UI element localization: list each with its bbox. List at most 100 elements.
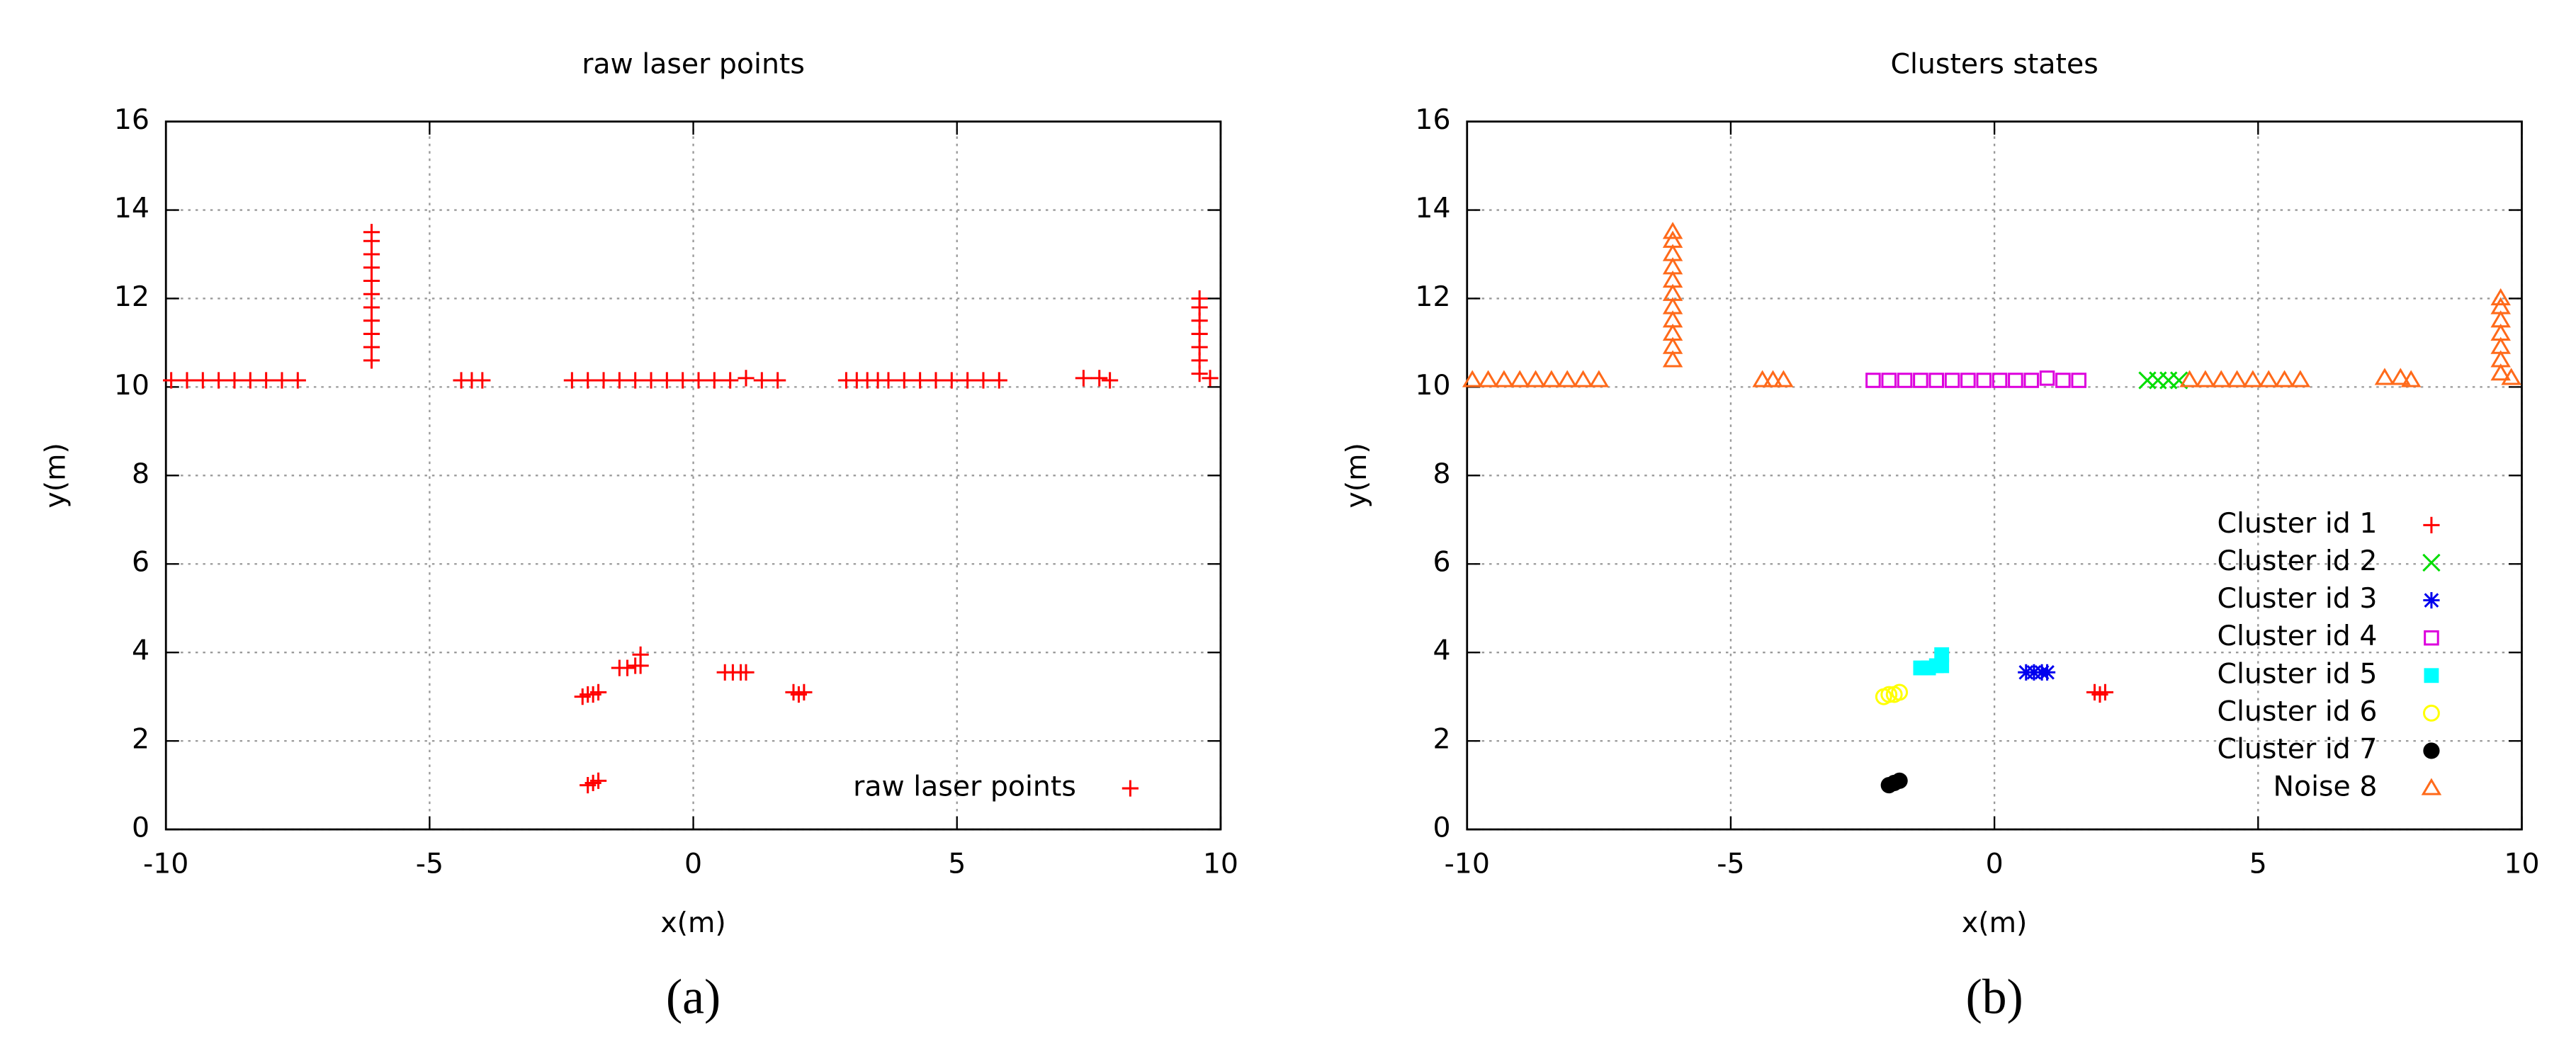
scatter-point	[1662, 350, 1683, 368]
scatter-point	[1509, 370, 1530, 387]
x-tick-label: 0	[1986, 848, 2004, 880]
scatter-point	[690, 372, 707, 389]
y-tick-label: 2	[132, 723, 149, 756]
scatter-point	[2390, 368, 2411, 385]
scatter-point	[2290, 370, 2311, 387]
y-tick-label: 10	[1415, 369, 1450, 402]
legend-label: Cluster id 7	[2217, 732, 2377, 765]
scatter-point	[1075, 370, 1092, 387]
scatter-point	[210, 372, 227, 389]
scatter-point	[1202, 370, 1219, 387]
y-tick-label: 2	[1433, 723, 1450, 756]
scatter-point	[1573, 370, 1593, 387]
scatter-point	[2490, 336, 2511, 354]
legend-marker	[2423, 591, 2440, 609]
scatter-point	[2490, 288, 2511, 306]
scatter-point	[2501, 368, 2521, 385]
legend-label: Cluster id 6	[2217, 695, 2377, 727]
scatter-point	[2490, 310, 2511, 328]
scatter-point	[2374, 368, 2395, 385]
chart-title: Clusters states	[1890, 47, 2098, 80]
scatter-point	[1662, 222, 1683, 239]
scatter-point	[990, 372, 1007, 389]
y-tick-label: 4	[1433, 635, 1450, 667]
scatter-point	[769, 372, 786, 389]
scatter-point	[738, 664, 755, 681]
scatter-point	[1773, 370, 1794, 387]
scatter-point	[2096, 683, 2114, 700]
scatter-point	[2258, 370, 2279, 387]
legend-marker	[2422, 704, 2440, 722]
y-tick-label: 16	[114, 103, 149, 136]
y-tick-label: 4	[132, 635, 149, 667]
scatter-point	[643, 372, 660, 389]
y-tick-label: 12	[114, 280, 149, 313]
scatter-point	[1662, 257, 1683, 275]
scatter-point	[226, 372, 243, 389]
scatter-point	[658, 372, 675, 389]
scatter-point	[1891, 772, 1908, 789]
caption: (a)	[666, 970, 721, 1024]
y-tick-label: 12	[1415, 280, 1450, 313]
x-tick-label: 10	[1203, 848, 1238, 880]
legend-marker	[2424, 668, 2439, 683]
scatter-point	[1493, 370, 1515, 387]
legend-marker	[2421, 778, 2442, 795]
legend-label: raw laser points	[853, 771, 1076, 803]
y-tick-label: 16	[1415, 103, 1450, 136]
scatter-point	[674, 372, 691, 389]
scatter-point	[1881, 373, 1897, 388]
x-tick-label: -5	[416, 848, 444, 880]
plot-frame	[1466, 120, 2523, 831]
scatter-point	[1478, 370, 1498, 387]
legend-label: Cluster id 4	[2217, 620, 2377, 652]
scatter-point	[959, 372, 976, 389]
scatter-point	[611, 372, 628, 389]
caption: (b)	[1966, 970, 2023, 1024]
scatter-point	[1662, 336, 1683, 354]
scatter-point	[1960, 373, 1976, 388]
scatter-point	[627, 372, 644, 389]
scatter-point	[179, 372, 196, 389]
scatter-point	[2071, 373, 2086, 388]
x-tick-label: 0	[684, 848, 702, 880]
scatter-point	[1976, 373, 1992, 388]
legend-marker	[1122, 780, 1139, 797]
scatter-point	[258, 372, 275, 389]
scatter-point	[163, 372, 180, 389]
scatter-point	[1662, 323, 1683, 341]
y-tick-label: 6	[1433, 546, 1450, 579]
scatter-point	[1934, 647, 1950, 662]
scatter-point	[927, 372, 944, 389]
y-tick-label: 8	[1433, 458, 1450, 490]
scatter-point	[589, 772, 607, 789]
x-tick-label: 5	[2249, 848, 2267, 880]
scatter-point	[2490, 323, 2511, 341]
scatter-point	[1897, 373, 1913, 388]
scatter-point	[796, 683, 813, 700]
scatter-point	[289, 372, 306, 389]
scatter-point	[474, 372, 491, 389]
y-tick-label: 6	[132, 546, 149, 579]
scatter-point	[1662, 244, 1683, 261]
scatter-point	[1752, 370, 1773, 387]
y-axis-label: y(m)	[40, 443, 72, 508]
legend-label: Cluster id 5	[2217, 657, 2377, 690]
scatter-point	[1541, 370, 1562, 387]
scatter-point	[1525, 370, 1546, 387]
scatter-point	[2227, 370, 2247, 387]
scatter-point	[194, 372, 211, 389]
legend-marker	[2423, 516, 2440, 533]
scatter-point	[2023, 373, 2040, 388]
scatter-point	[1891, 683, 1909, 701]
scatter-point	[2039, 370, 2055, 386]
scatter-point	[1944, 373, 1960, 388]
scatter-point	[2195, 370, 2216, 387]
scatter-point	[1865, 373, 1881, 388]
scatter-point	[273, 372, 290, 389]
scatter-point	[1462, 370, 1483, 387]
scatter-point	[1662, 270, 1683, 288]
legend-label: Cluster id 1	[2217, 507, 2377, 540]
